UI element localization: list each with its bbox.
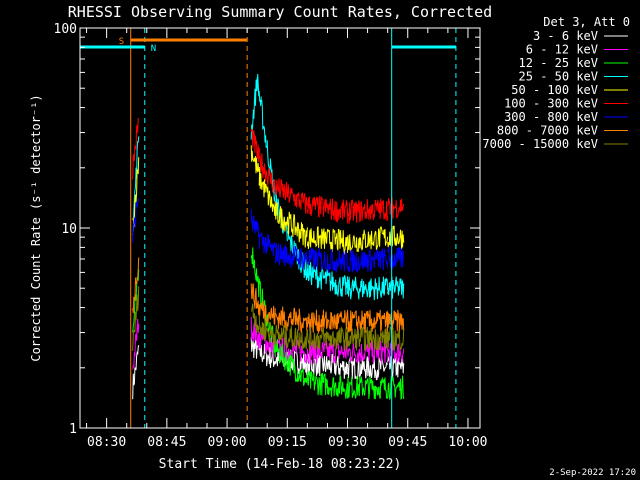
series-line-2: [132, 247, 405, 401]
annotation-label-0: S: [119, 37, 124, 47]
series-line-8: [132, 286, 405, 352]
x-tick-label-6: 10:00: [448, 435, 487, 450]
legend-label-8: 7000 - 15000 keV: [482, 137, 598, 151]
x-tick-label-2: 09:00: [208, 435, 247, 450]
legend-label-3: 25 - 50 keV: [519, 70, 598, 84]
x-tick-label-4: 09:30: [328, 435, 367, 450]
y-axis-label: Corrected Count Rate (s⁻¹ detector⁻¹): [29, 94, 43, 361]
legend-label-6: 300 - 800 keV: [504, 110, 598, 124]
legend-label-7: 800 - 7000 keV: [497, 124, 598, 138]
y-tick-label-2: 100: [54, 22, 77, 37]
legend-label-1: 6 - 12 keV: [526, 43, 598, 57]
plot-frame: [79, 27, 481, 429]
x-tick-label-3: 09:15: [268, 435, 307, 450]
legend-label-0: 3 - 6 keV: [533, 29, 598, 43]
y-tick-label-0: 1: [69, 422, 77, 437]
chart-title: RHESSI Observing Summary Count Rates, Co…: [68, 3, 492, 21]
annotation-label-1: N: [151, 44, 156, 54]
x-axis-label: Start Time (14-Feb-18 08:23:22): [159, 457, 402, 472]
series-line-7: [132, 257, 405, 334]
legend-title: Det 3, Att 0: [543, 15, 630, 29]
y-tick-label-1: 10: [61, 222, 77, 237]
series-line-5: [132, 117, 405, 224]
footer-date: 2-Sep-2022 17:20: [549, 468, 636, 478]
x-tick-label-1: 08:45: [147, 435, 186, 450]
x-tick-label-5: 09:45: [388, 435, 427, 450]
series-line-1: [132, 316, 405, 370]
legend-label-5: 100 - 300 keV: [504, 97, 598, 111]
series-line-6: [132, 198, 405, 274]
legend-label-2: 12 - 25 keV: [519, 56, 598, 70]
x-tick-label-0: 08:30: [87, 435, 126, 450]
legend-label-4: 50 - 100 keV: [511, 83, 598, 97]
series-line-4: [132, 145, 405, 256]
series-line-0: [132, 337, 405, 400]
